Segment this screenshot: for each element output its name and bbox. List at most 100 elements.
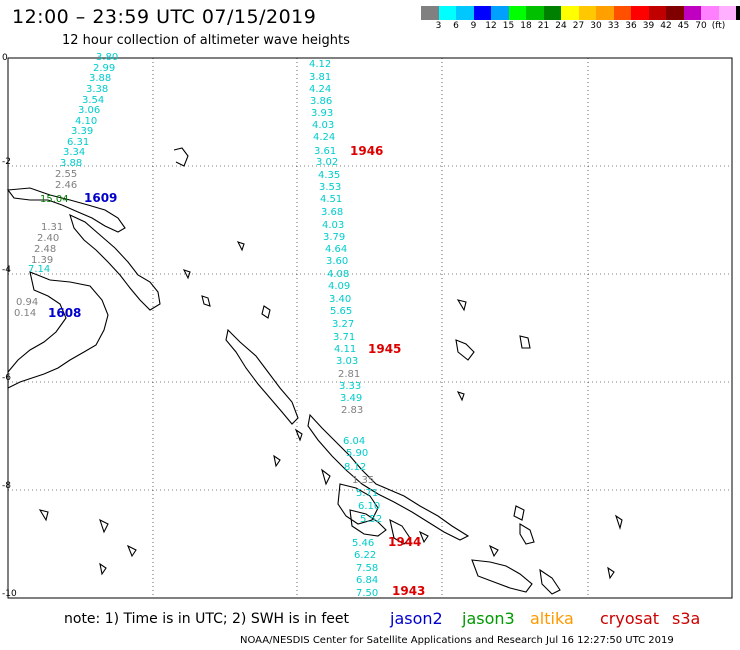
wave-height-value: 3.27	[332, 319, 354, 330]
legend-label: 24	[555, 21, 567, 31]
wave-height-value: 5.65	[330, 306, 352, 317]
legend-swatch	[578, 6, 596, 20]
wave-height-value: 2.46	[55, 180, 77, 191]
wave-height-value: 6.22	[354, 550, 376, 561]
wave-height-value: 7.50	[356, 588, 378, 599]
wave-height-value: 3.34	[63, 147, 85, 158]
wave-height-value: 1.35	[352, 475, 374, 486]
legend-swatch	[596, 6, 614, 20]
coastline-islet	[182, 269, 191, 280]
wave-height-value: 3.71	[333, 332, 355, 343]
legend-swatch	[543, 6, 561, 20]
map-grid: 1501531561591621650-2-4-6-8-10	[2, 53, 733, 599]
time-label: 1608	[48, 306, 81, 320]
coastline-islet	[173, 147, 189, 167]
coastline-island	[337, 483, 379, 525]
time-label: 1943	[392, 584, 425, 598]
coastline-islet	[607, 566, 615, 580]
wave-height-value: 4.24	[313, 132, 335, 143]
legend-label: 70	[695, 21, 707, 31]
coastline-island	[349, 509, 387, 537]
legend-label: 9	[470, 21, 477, 31]
wave-height-value: 5.90	[346, 448, 368, 459]
coastline-islet	[418, 530, 429, 544]
color-legend	[421, 6, 740, 20]
wave-height-value: 3.54	[82, 95, 104, 106]
wave-height-value: 3.60	[326, 256, 348, 267]
legend-label: 15	[502, 21, 515, 31]
wave-height-value: 3.39	[71, 126, 93, 137]
wave-height-value: 6.10	[358, 501, 380, 512]
legend-label: (ft)	[711, 21, 726, 31]
wave-height-value: 3.93	[311, 108, 333, 119]
wave-height-value: 7.14	[28, 264, 50, 275]
coastline-island	[225, 328, 299, 425]
wave-height-value: 4.64	[325, 244, 347, 255]
wave-height-value: 2.55	[55, 169, 77, 180]
coastline-islet	[519, 335, 531, 349]
wave-height-value: 3.03	[336, 356, 358, 367]
legend-label: 39	[642, 21, 655, 31]
lat-label: 0	[2, 53, 8, 63]
wave-height-value: 2.99	[93, 63, 115, 74]
lat-label: -10	[2, 589, 17, 599]
page-title: 12:00 – 23:59 UTC 07/15/2019	[12, 6, 317, 28]
coastline-islet	[294, 428, 303, 442]
coastline-islet	[273, 454, 281, 468]
wave-height-value: 4.12	[309, 59, 331, 70]
wave-height-value: 3.81	[309, 72, 331, 83]
wave-height-value: 8.12	[344, 462, 366, 473]
wave-height-value: 3.40	[329, 294, 351, 305]
coastline-islet	[99, 518, 109, 534]
coastline-islet	[456, 391, 465, 402]
wave-height-value: 4.10	[75, 116, 97, 127]
lat-label: -6	[2, 373, 11, 383]
wave-height-value: 3.79	[323, 232, 345, 243]
coastline-island	[539, 568, 561, 595]
satellite-name: s3a	[672, 609, 701, 628]
footer-note: note: 1) Time is in UTC; 2) SWH is in fe…	[64, 611, 350, 627]
legend-label: 21	[537, 21, 550, 31]
legend-swatch	[613, 6, 631, 20]
legend-label: 45	[677, 21, 690, 31]
time-label: 1945	[368, 342, 401, 356]
wave-height-value: 4.03	[312, 120, 334, 131]
legend-label: 30	[590, 21, 602, 31]
coastline-islet	[126, 544, 137, 558]
coastline-islet	[614, 514, 623, 530]
wave-height-value: 1.31	[41, 222, 63, 233]
wave-height-value: 7.58	[356, 563, 378, 574]
coastline-islet	[321, 468, 331, 486]
coastline-island	[69, 213, 161, 311]
legend-swatch	[526, 6, 544, 20]
wave-height-value: 5.46	[352, 538, 374, 549]
legend-swatch	[508, 6, 526, 20]
wave-height-value: 3.33	[339, 381, 361, 392]
satellite-name: altika	[530, 609, 574, 628]
legend-label: 27	[572, 21, 585, 31]
time-label: 1609	[84, 191, 117, 205]
legend-swatch	[473, 6, 491, 20]
wave-height-value: 6.31	[67, 137, 89, 148]
wave-height-value: 2.81	[338, 369, 360, 380]
time-label: 1944	[388, 535, 421, 549]
wave-height-value: 3.49	[340, 393, 362, 404]
legend-label: 12	[485, 21, 497, 31]
wave-height-value: 4.24	[309, 84, 331, 95]
wave-height-value: 0.14	[14, 308, 36, 319]
lat-label: -4	[2, 265, 11, 275]
wave-height-value: 2.48	[34, 244, 56, 255]
coastline-islet	[519, 523, 535, 545]
coastline-islet	[261, 305, 271, 319]
coastline-island	[389, 518, 411, 545]
wave-height-value: 4.51	[320, 194, 342, 205]
wave-height-value: 4.03	[322, 220, 344, 231]
legend-swatch	[438, 6, 456, 20]
wave-height-value: 1.39	[31, 255, 53, 266]
wave-height-value: 2.83	[341, 405, 363, 416]
coastline-island	[307, 413, 470, 541]
legend-swatch	[421, 6, 439, 20]
legend-label: 42	[660, 21, 672, 31]
wave-height-value: 5.71	[356, 488, 378, 499]
legend-label: 6	[453, 21, 459, 31]
